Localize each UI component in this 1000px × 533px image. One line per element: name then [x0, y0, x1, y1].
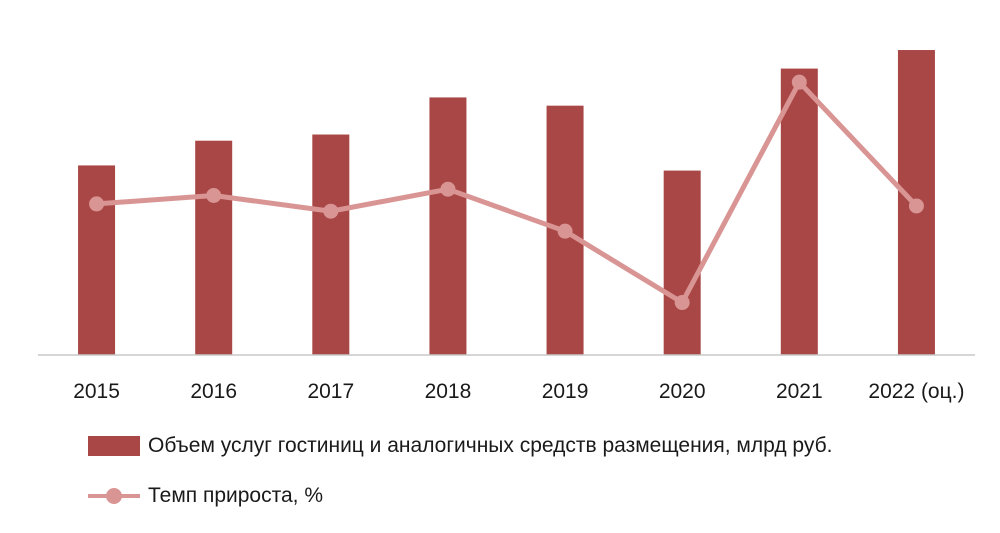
x-tick-label: 2017 — [307, 380, 354, 403]
legend-swatch-bar — [88, 436, 140, 456]
point-2016 — [206, 187, 222, 203]
x-tick-label: 2020 — [659, 380, 706, 403]
x-tick-label: 2019 — [542, 380, 589, 403]
legend-label-growth: Темп прироста, % — [148, 484, 324, 507]
legend-item-growth: Темп прироста, % — [88, 484, 323, 508]
point-2021 — [791, 74, 807, 90]
legend-swatch-line — [88, 486, 140, 506]
bar-2020 — [663, 170, 701, 355]
growth-line — [96, 79, 919, 306]
x-tick-label: 2022 (оц.) — [868, 380, 964, 403]
bar-2018 — [429, 97, 467, 355]
bar-2017 — [312, 134, 350, 355]
point-2022 (оц.) — [908, 198, 924, 214]
line-series — [89, 74, 924, 311]
x-axis-ticks: 2015 2016 2017 2018 2019 2020 2021 2022 (оц.) — [73, 380, 964, 403]
legend-label-volume: Объем услуг гостиниц и аналогичных средс… — [148, 434, 833, 457]
bar-2015 — [78, 165, 116, 355]
point-2020 — [674, 295, 690, 311]
point-2018 — [440, 181, 456, 197]
legend-item-volume: Объем услуг гостиниц и аналогичных средс… — [88, 434, 832, 458]
bar-2021 — [780, 68, 818, 356]
point-2017 — [323, 203, 339, 219]
x-tick-label: 2016 — [190, 380, 237, 403]
point-2019 — [557, 223, 573, 239]
x-tick-label: 2021 — [776, 380, 823, 403]
point-2015 — [89, 196, 105, 212]
x-tick-label: 2018 — [425, 380, 472, 403]
bar-2016 — [195, 140, 233, 355]
bar-series — [78, 50, 935, 356]
x-tick-label: 2015 — [73, 380, 120, 403]
